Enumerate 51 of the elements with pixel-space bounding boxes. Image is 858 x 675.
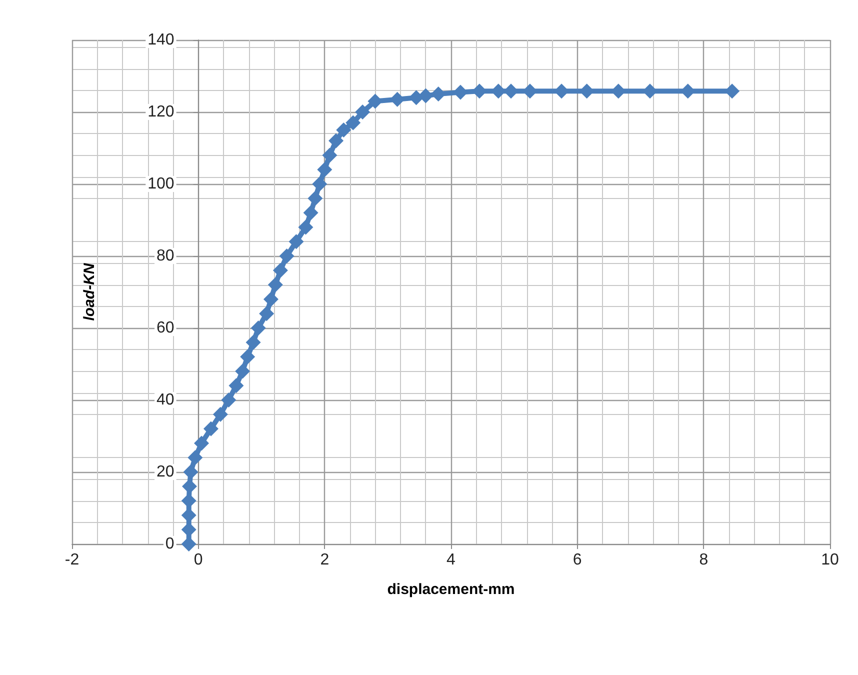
point bbox=[328, 133, 344, 148]
point bbox=[298, 220, 314, 235]
point bbox=[724, 84, 740, 99]
x-tick-label: 6 bbox=[572, 552, 582, 568]
point bbox=[346, 115, 361, 130]
point bbox=[430, 86, 446, 102]
point bbox=[188, 450, 203, 466]
point bbox=[235, 364, 250, 379]
y-tick-label: 100 bbox=[148, 176, 174, 192]
y-tick-label: 40 bbox=[156, 392, 174, 408]
point bbox=[259, 306, 274, 322]
point bbox=[279, 248, 294, 264]
point bbox=[246, 334, 261, 350]
point bbox=[228, 378, 244, 394]
point bbox=[240, 349, 256, 364]
y-tick-label: 80 bbox=[156, 248, 174, 264]
point bbox=[183, 464, 198, 480]
x-tick-label: 2 bbox=[320, 552, 330, 568]
point bbox=[336, 122, 352, 138]
point bbox=[368, 94, 383, 109]
point bbox=[263, 292, 278, 307]
point bbox=[303, 205, 318, 220]
point bbox=[212, 406, 228, 422]
point bbox=[272, 262, 288, 278]
y-tick-label: 60 bbox=[156, 320, 174, 336]
point bbox=[250, 320, 266, 336]
point bbox=[452, 84, 468, 100]
y-tick-label: 120 bbox=[148, 104, 174, 120]
point bbox=[268, 277, 283, 292]
y-axis-title: load-KN bbox=[81, 262, 98, 321]
y-tick-label: 20 bbox=[156, 464, 174, 480]
x-tick-label: -2 bbox=[64, 552, 80, 568]
x-tick-label: 10 bbox=[821, 552, 839, 568]
point bbox=[418, 88, 434, 104]
y-tick-label: 0 bbox=[165, 536, 174, 552]
point bbox=[203, 421, 218, 436]
point bbox=[355, 104, 370, 120]
point bbox=[317, 162, 332, 178]
x-axis-title: displacement-mm bbox=[387, 581, 515, 598]
point bbox=[308, 190, 323, 206]
point bbox=[322, 148, 338, 163]
x-tick-label: 4 bbox=[446, 552, 456, 568]
point bbox=[194, 436, 209, 451]
x-tick-label: 8 bbox=[699, 552, 708, 568]
point bbox=[312, 176, 328, 192]
point bbox=[390, 92, 405, 107]
point bbox=[221, 392, 236, 408]
x-tick-label: 0 bbox=[194, 552, 203, 568]
y-tick-label: 140 bbox=[148, 32, 174, 48]
point bbox=[288, 234, 304, 250]
point bbox=[181, 536, 196, 552]
